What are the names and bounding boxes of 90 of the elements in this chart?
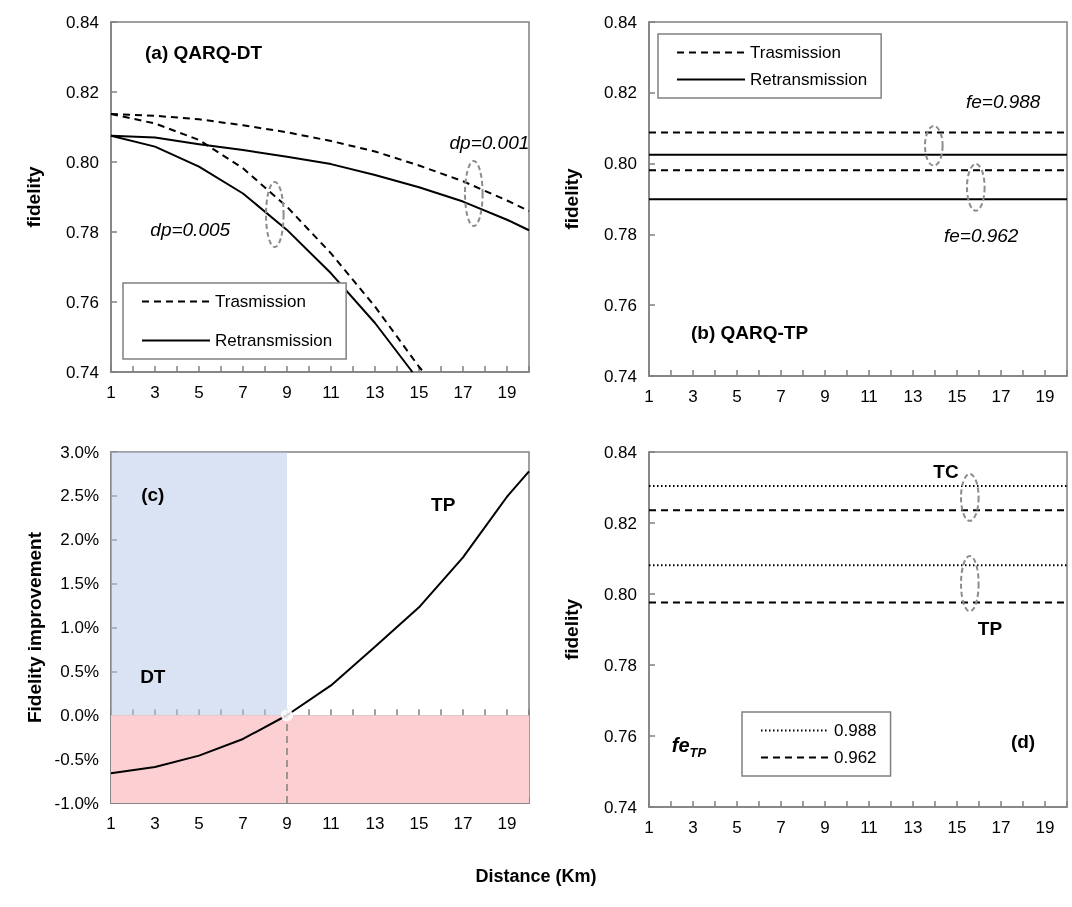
y-tick-label: 0.76 xyxy=(603,295,637,315)
annotation: dp=0.005 xyxy=(150,219,231,241)
y-tick-label: 0.80 xyxy=(65,152,99,172)
legend-label: 0.988 xyxy=(834,721,877,740)
y-tick-label: 0.80 xyxy=(603,154,637,174)
y-axis-title: fidelity xyxy=(561,598,582,661)
y-tick-label: 0.82 xyxy=(65,82,99,102)
x-axis-title: Distance (Km) xyxy=(474,866,598,887)
x-tick-label: 13 xyxy=(903,387,923,406)
legend-label: Retransmission xyxy=(750,70,868,89)
text: (a) QARQ-DT xyxy=(145,42,263,63)
x-tick-label: 15 xyxy=(947,387,967,406)
y-tick-label: 1.0% xyxy=(60,618,99,637)
y-axis-title: fidelity xyxy=(561,167,582,230)
y-tick-label: 0.78 xyxy=(603,655,637,675)
y-tick-label: 0.82 xyxy=(603,513,637,533)
x-tick-label: 3 xyxy=(150,814,160,833)
y-tick-label: 0.84 xyxy=(65,12,99,32)
y-tick-label: 0.76 xyxy=(603,726,637,746)
x-tick-label: 7 xyxy=(238,383,248,402)
annotation: fe=0.988 xyxy=(965,90,1041,112)
text: (b) QARQ-TP xyxy=(691,322,809,343)
y-tick-label: -1.0% xyxy=(54,793,99,813)
x-tick-label: 13 xyxy=(365,383,385,402)
x-tick-label: 11 xyxy=(860,387,878,406)
y-tick-label: 0.80 xyxy=(603,584,637,604)
y-axis-title: fidelity xyxy=(23,165,44,228)
y-tick-label: 0.82 xyxy=(603,83,637,103)
x-tick-label: 9 xyxy=(820,818,830,837)
x-tick-label: 5 xyxy=(194,814,204,833)
x-tick-label: 5 xyxy=(732,387,742,406)
x-tick-label: 15 xyxy=(409,814,429,833)
x-tick-label: 17 xyxy=(991,818,1011,837)
y-tick-label: 0.78 xyxy=(65,222,99,242)
x-tick-label: 7 xyxy=(238,814,248,833)
x-tick-label: 5 xyxy=(732,818,742,837)
x-tick-label: 5 xyxy=(194,383,204,402)
x-tick-label: 9 xyxy=(282,383,292,402)
annotation: TP xyxy=(977,617,1003,639)
annotation: fe=0.962 xyxy=(943,225,1019,247)
x-tick-label: 15 xyxy=(947,818,967,837)
x-tick-label: 3 xyxy=(688,818,698,837)
annotation: dp=0.001 xyxy=(449,132,530,154)
x-tick-label: 9 xyxy=(282,814,292,833)
y-axis-title: Fidelity improvement xyxy=(23,531,45,724)
x-tick-label: 1 xyxy=(106,383,116,402)
x-tick-label: 19 xyxy=(497,814,517,833)
x-tick-label: 9 xyxy=(820,387,830,406)
y-tick-label: 0.74 xyxy=(603,366,637,386)
x-tick-label: 17 xyxy=(453,814,473,833)
x-tick-label: 3 xyxy=(150,383,160,402)
x-tick-label: 17 xyxy=(453,383,473,402)
x-tick-label: 19 xyxy=(1035,387,1055,406)
annotation: TP xyxy=(431,494,456,516)
annotation: TC xyxy=(933,460,959,482)
y-tick-label: 0.84 xyxy=(603,442,637,462)
annotation: (c) xyxy=(141,483,165,505)
legend-label: Trasmission xyxy=(215,292,306,311)
x-tick-label: 11 xyxy=(322,814,340,833)
annotation: DT xyxy=(140,666,166,688)
y-tick-label: 1.5% xyxy=(60,574,99,594)
x-tick-label: 1 xyxy=(106,814,116,833)
y-tick-label: 0.74 xyxy=(65,362,99,382)
y-tick-label: 2.0% xyxy=(60,530,99,550)
x-tick-label: 15 xyxy=(409,383,429,402)
x-tick-label: 11 xyxy=(322,383,340,402)
y-tick-label: 0.74 xyxy=(603,797,637,817)
annotation: (d) xyxy=(1010,730,1036,752)
y-tick-label: 0.0% xyxy=(60,705,99,725)
x-tick-label: 17 xyxy=(991,387,1011,406)
y-tick-label: 0.78 xyxy=(603,224,637,244)
y-tick-label: 2.5% xyxy=(60,486,99,506)
x-tick-label: 7 xyxy=(776,818,786,837)
legend-label: Trasmission xyxy=(750,43,841,62)
x-tick-label: 19 xyxy=(1035,818,1055,837)
y-tick-label: 0.5% xyxy=(60,661,99,681)
x-tick-label: 13 xyxy=(903,818,923,837)
x-tick-label: 7 xyxy=(776,387,786,406)
x-tick-label: 19 xyxy=(497,383,517,402)
y-tick-label: 3.0% xyxy=(60,442,99,462)
x-tick-label: 1 xyxy=(644,387,654,406)
y-tick-label: 0.76 xyxy=(65,292,99,312)
x-tick-label: 13 xyxy=(365,814,385,833)
x-tick-label: 1 xyxy=(644,818,654,837)
y-tick-label: -0.5% xyxy=(54,749,99,769)
x-tick-label: 11 xyxy=(860,818,878,837)
legend-label: 0.962 xyxy=(834,748,877,767)
y-tick-label: 0.84 xyxy=(603,12,637,32)
legend-label: Retransmission xyxy=(215,331,333,350)
x-tick-label: 3 xyxy=(688,387,698,406)
